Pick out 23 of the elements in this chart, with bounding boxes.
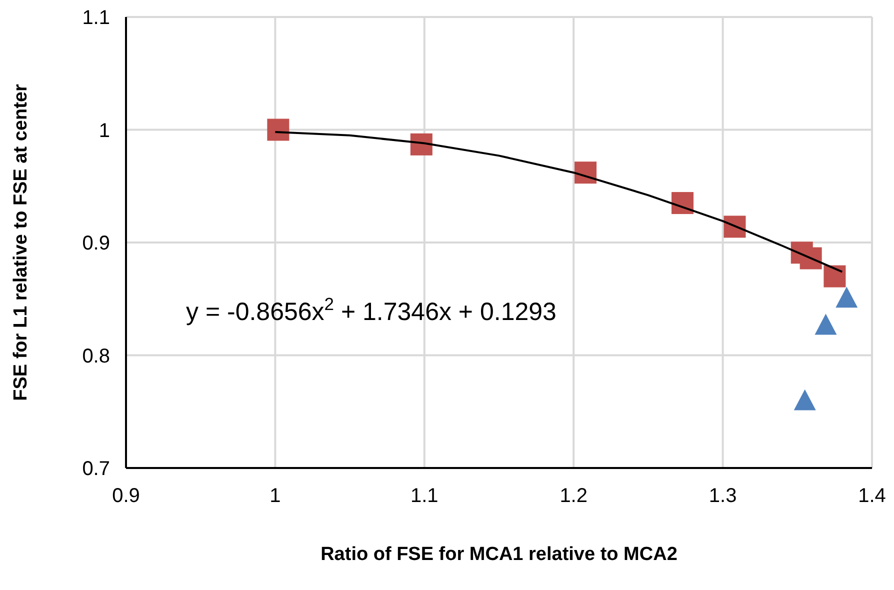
point — [824, 265, 846, 288]
point — [410, 133, 432, 156]
y-tick-label: 1 — [98, 120, 110, 142]
point — [836, 286, 858, 308]
x-tick-label: 0.9 — [112, 485, 140, 508]
point — [267, 118, 290, 141]
x-axis-title: Ratio of FSE for MCA1 relative to MCA2 — [320, 544, 678, 565]
point — [574, 162, 597, 184]
point — [814, 314, 837, 335]
point — [794, 389, 816, 410]
x-tick-label: 1 — [270, 485, 281, 508]
y-tick-label: 0.9 — [82, 232, 110, 255]
x-tick-label: 1.3 — [708, 485, 737, 508]
point — [672, 192, 694, 214]
point — [724, 216, 746, 238]
x-tick-label: 1.2 — [560, 485, 588, 508]
y-tick-label: 0.7 — [82, 458, 110, 480]
y-tick-label: 0.8 — [82, 345, 110, 368]
x-tick-label: 1.4 — [858, 485, 886, 508]
y-axis-title: FSE for L1 relative to FSE at center — [10, 84, 32, 401]
y-tick-label: 1.1 — [82, 7, 110, 30]
annotation: y = -0.8656x$^{2}$ + 1.7346x + 0.1293 — [186, 294, 556, 326]
x-tick-label: 1.1 — [410, 485, 438, 508]
